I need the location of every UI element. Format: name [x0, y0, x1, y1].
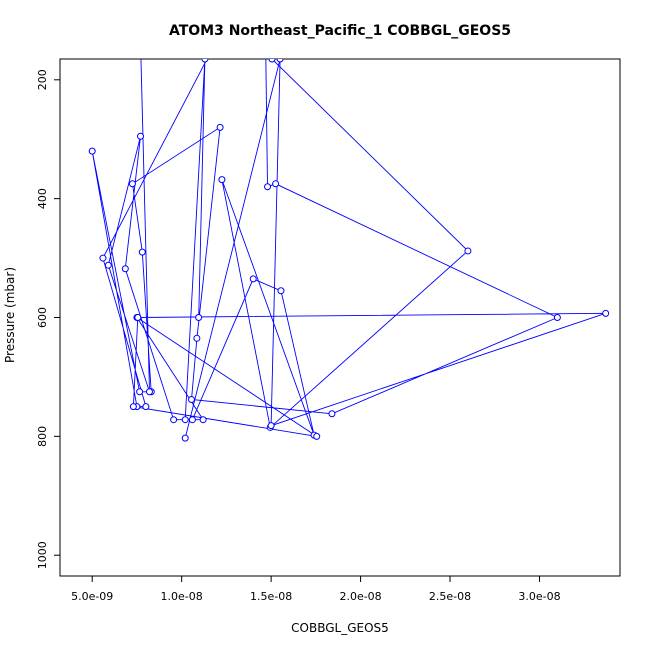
data-point	[181, 434, 189, 442]
y-tick-label-4: 1000	[36, 541, 49, 569]
data-point	[247, 47, 253, 53]
data-point	[201, 59, 209, 63]
x-tick-label-1: 1.0e-08	[161, 590, 203, 603]
data-point	[272, 180, 280, 188]
data-point	[99, 254, 107, 262]
data-point	[313, 432, 321, 440]
data-point	[170, 416, 178, 424]
x-tick-label-0: 5.0e-09	[71, 590, 113, 603]
data-point	[138, 38, 144, 44]
data-point	[264, 183, 272, 191]
y-tick-label-3: 800	[36, 426, 49, 447]
x-tick-label-4: 2.5e-08	[429, 590, 471, 603]
data-point	[181, 416, 189, 424]
data-point	[218, 176, 226, 184]
data-point	[263, 59, 268, 60]
y-tick-label-1: 400	[36, 188, 49, 209]
data-point	[199, 416, 207, 424]
data-point	[121, 265, 129, 273]
y-tick-label-0: 200	[36, 69, 49, 90]
data-point	[216, 123, 224, 131]
plot-layer: 5.0e-09 1.0e-08 1.5e-08 2.0e-08 2.5e-08 3.0e-…	[36, 38, 621, 603]
data-point	[188, 416, 196, 424]
data-point	[249, 275, 257, 283]
data-point	[129, 403, 137, 411]
data-point	[142, 403, 150, 411]
data-point	[145, 388, 153, 396]
data-point	[267, 422, 275, 430]
data-point	[277, 287, 285, 295]
chart-title: ATOM3 Northeast_Pacific_1 COBBGL_GEOS5	[169, 23, 511, 39]
data-point	[137, 132, 145, 140]
data-point	[136, 388, 144, 396]
x-tick-label-5: 3.0e-08	[518, 590, 560, 603]
data-point	[138, 248, 146, 256]
y-axis-label: Pressure (mbar)	[3, 267, 17, 363]
series-line	[91, 59, 606, 439]
data-point	[193, 334, 201, 342]
data-point	[188, 396, 196, 404]
data-point	[104, 261, 112, 269]
data-point	[195, 314, 203, 321]
data-point	[328, 410, 336, 418]
y-tick-label-2: 600	[36, 307, 49, 328]
data-point	[553, 314, 561, 321]
data-point	[128, 180, 136, 188]
x-tick-label-2: 1.5e-08	[250, 590, 292, 603]
data-point	[134, 314, 142, 321]
data-point	[602, 309, 610, 317]
series-0	[88, 38, 610, 442]
data-point	[464, 247, 472, 255]
data-point	[88, 147, 96, 155]
data-point	[276, 59, 284, 63]
x-axis-label: COBBGL_GEOS5	[291, 621, 389, 635]
x-tick-label-3: 2.0e-08	[339, 590, 381, 603]
data-point	[268, 59, 276, 63]
